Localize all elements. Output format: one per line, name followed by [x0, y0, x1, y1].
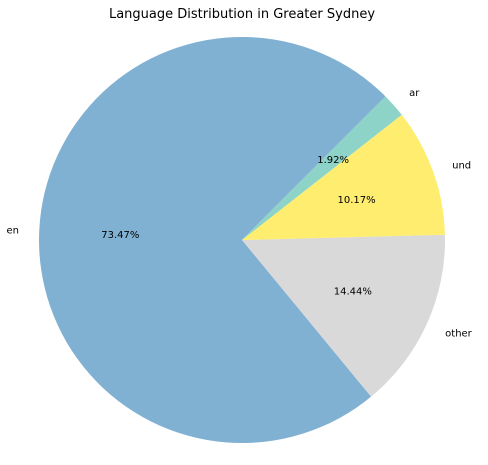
pct-label-ar: 1.92% — [317, 155, 349, 166]
category-label-und: und — [452, 160, 471, 171]
category-label-en: en — [6, 225, 19, 236]
category-label-ar: ar — [409, 88, 420, 99]
pct-label-other: 14.44% — [334, 287, 372, 298]
pie-labels: 73.47% en 14.44% other 10.17% und 1.92% ar — [6, 88, 472, 340]
pie-slice-ar — [242, 96, 402, 240]
chart-title: Language Distribution in Greater Sydney — [109, 7, 375, 22]
pie-slice-en — [38, 37, 386, 444]
pct-label-und: 10.17% — [338, 195, 376, 206]
pie-slice-und — [242, 114, 445, 240]
pct-label-en: 73.47% — [101, 230, 139, 241]
pie-slice-other — [242, 234, 445, 397]
category-label-other: other — [445, 329, 473, 340]
pie-slices — [38, 37, 445, 444]
